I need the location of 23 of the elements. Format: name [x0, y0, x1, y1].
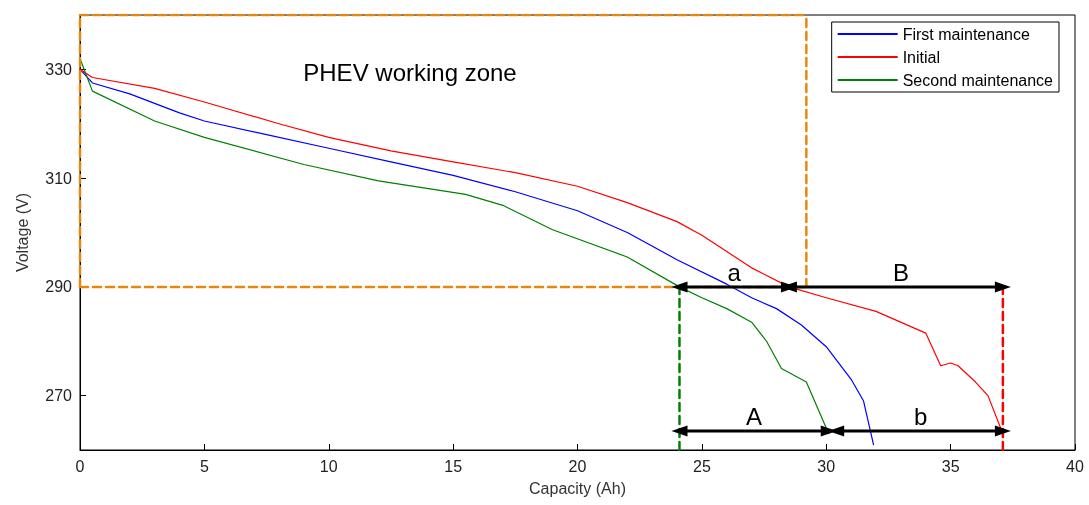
annotation: A: [746, 403, 763, 431]
x-tick-label: 0: [75, 457, 85, 475]
legend-label: First maintenance: [902, 25, 1030, 43]
annotation: PHEV working zone: [303, 58, 517, 86]
legend-label: Second maintenance: [902, 71, 1054, 89]
x-tick-label: 35: [941, 457, 960, 475]
y-tick-label: 270: [45, 387, 73, 405]
y-tick-label: 310: [45, 169, 73, 187]
y-axis-title: Voltage (V): [13, 192, 31, 273]
x-tick-label: 10: [319, 457, 338, 475]
x-tick-label: 20: [568, 457, 587, 475]
legend-label: Initial: [902, 48, 941, 66]
y-tick-label: 330: [45, 60, 73, 78]
y-tick-label: 290: [45, 278, 73, 296]
x-tick-label: 25: [692, 457, 711, 475]
annotation: a: [727, 259, 742, 287]
annotation: B: [892, 259, 909, 287]
x-axis-title: Capacity (Ah): [529, 479, 626, 497]
annotation: b: [914, 403, 928, 431]
x-tick-label: 40: [1066, 457, 1084, 475]
x-tick-label: 15: [444, 457, 463, 475]
x-tick-label: 30: [817, 457, 836, 475]
x-tick-label: 5: [199, 457, 209, 475]
